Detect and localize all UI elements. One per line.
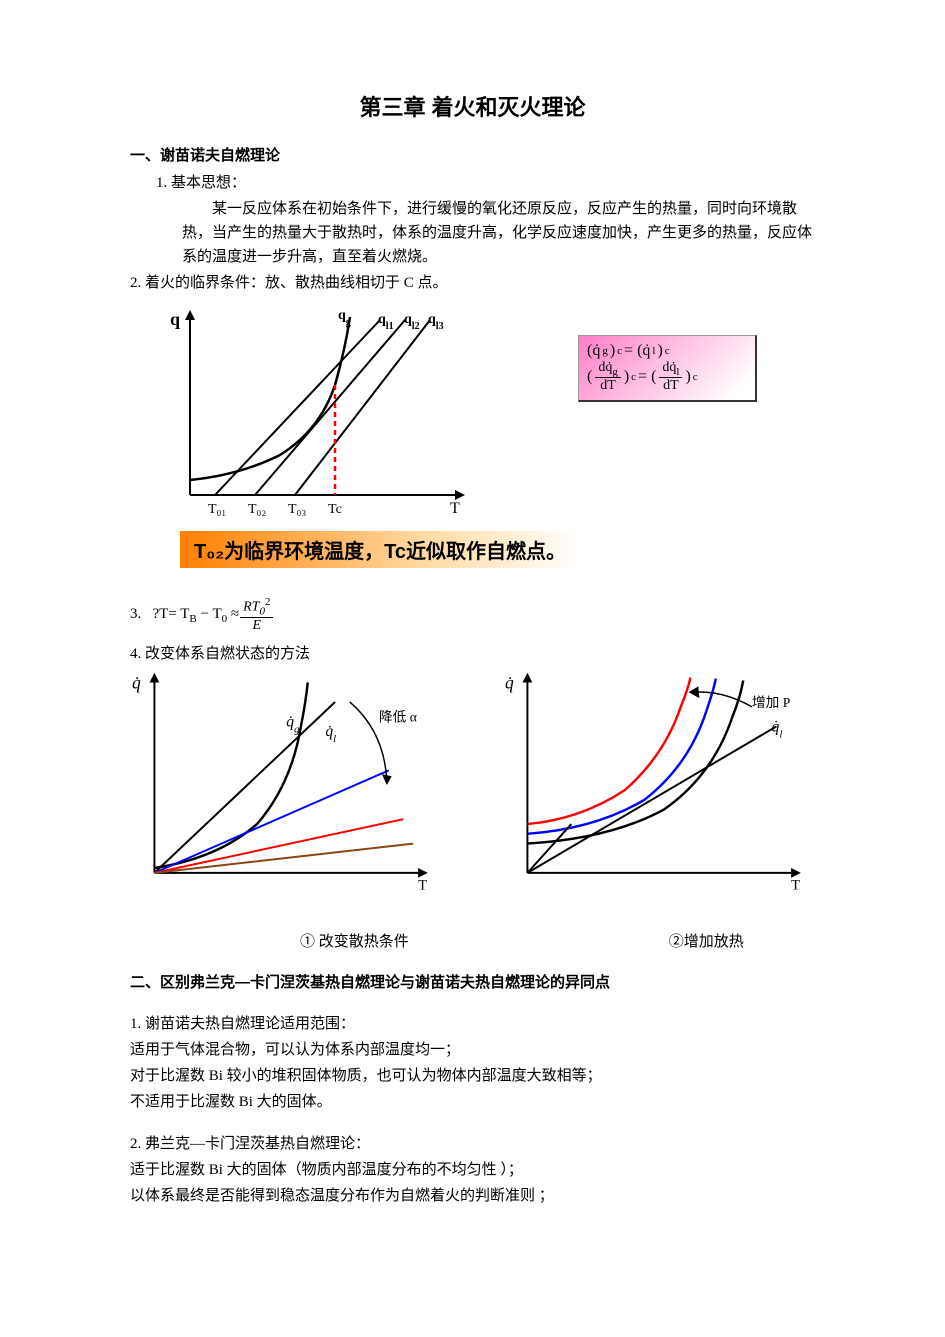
svg-text:降低 α: 降低 α (379, 710, 417, 725)
eq-line1: (q̇g)c = (q̇l)c (587, 342, 747, 360)
s2-block1-l3: 不适用于比渥数 Bi 大的固体。 (130, 1090, 815, 1114)
svg-text:Tc: Tc (328, 502, 342, 517)
caption2: ②增加放热 (669, 930, 744, 951)
chart2: q̇ T q̇g q̇l 降低 α (130, 670, 443, 900)
s2-block2-l2: 以体系最终是否能得到稳态温度分布作为自燃着火的判断准则 ； (130, 1184, 815, 1208)
svg-text:q̇l: q̇l (325, 724, 336, 746)
section1-heading: 一、谢苗诺夫自燃理论 (130, 144, 815, 165)
equation-box-wrap: (q̇g)c = (q̇l)c (dq̇gdT)c = (dq̇ldT)c (520, 305, 815, 402)
equation-box: (q̇g)c = (q̇l)c (dq̇gdT)c = (dq̇ldT)c (578, 335, 757, 402)
item1-body: 某一反应体系在初始条件下，进行缓慢的氧化还原反应，反应产生的热量，同时向环境散热… (130, 197, 815, 269)
s2-block2-title: 2. 弗兰克—卡门涅茨基热自燃理论： (130, 1132, 815, 1156)
s2-block2-l1: 适于比渥数 Bi 大的固体（物质内部温度分布的不均匀性 ）； (130, 1158, 815, 1182)
svg-text:ql1: ql1 (378, 312, 394, 332)
caption-row: ① 改变散热条件 ②增加放热 (130, 930, 815, 951)
chapter-title: 第三章 着火和灭火理论 (130, 90, 815, 122)
svg-text:T₀₁: T₀₁ (208, 502, 226, 517)
s2-block1-l2: 对于比渥数 Bi 较小的堆积固体物质，也可认为物体内部温度大致相等； (130, 1064, 815, 1088)
svg-text:T₀₂: T₀₂ (248, 502, 266, 517)
svg-text:q̇: q̇ (504, 673, 513, 693)
figure-pair: q̇ T q̇g q̇l 降低 α q̇ (130, 670, 815, 900)
eq-line2: (dq̇gdT)c = (dq̇ldT)c (587, 360, 747, 394)
caption1: ① 改变散热条件 (300, 930, 409, 951)
svg-text:q: q (170, 309, 180, 329)
svg-text:T: T (791, 878, 800, 894)
highlight-bar: T₀₂为临界环境温度，Tc近似取作自燃点。 (180, 531, 580, 568)
s2-block1-l1: 适用于气体混合物，可以认为体系内部温度均一； (130, 1038, 815, 1062)
svg-text:q̇: q̇ (132, 673, 141, 693)
item4: 4. 改变体系自燃状态的方法 (130, 642, 815, 666)
svg-text:ql2: ql2 (404, 312, 420, 332)
svg-text:q̇l: q̇l (771, 719, 782, 741)
chart3: q̇ T q̇l 增加 P (503, 670, 816, 900)
svg-text:ql3: ql3 (428, 312, 444, 332)
svg-text:T: T (450, 500, 460, 517)
item3-formula: 3. ?T= TB − T0 ≈ RT02 E (130, 596, 815, 634)
svg-text:q̇g: q̇g (286, 714, 300, 736)
s2-block1-title: 1. 谢苗诺夫热自燃理论适用范围： (130, 1012, 815, 1036)
svg-text:增加 P: 增加 P (752, 695, 791, 710)
item2: 2. 着火的临界条件：放、散热曲线相切于 C 点。 (130, 271, 815, 295)
figure1-row: q T T₀₁ T₀₂ T₀₃ Tc qg ql1 ql2 ql3 (q̇g)c… (160, 305, 815, 525)
chart1: q T T₀₁ T₀₂ T₀₃ Tc qg ql1 ql2 ql3 (160, 305, 480, 525)
item1-title: 1. 基本思想： (130, 171, 815, 195)
section2-heading: 二、区别弗兰克—卡门涅茨基热自燃理论与谢苗诺夫热自燃理论的异同点 (130, 971, 815, 992)
svg-text:T₀₃: T₀₃ (288, 502, 306, 517)
svg-text:qg: qg (338, 308, 351, 328)
svg-text:T: T (418, 878, 427, 894)
